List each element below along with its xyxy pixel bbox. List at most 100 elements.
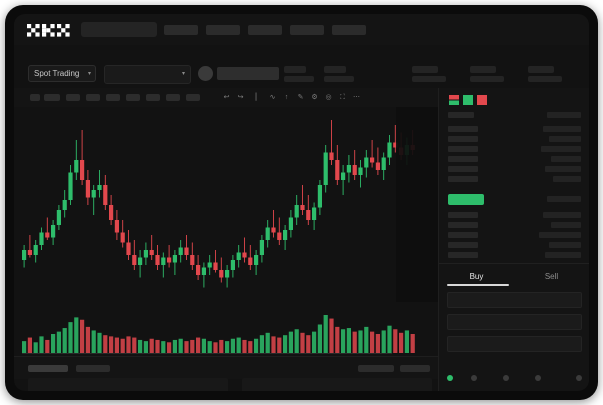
orderbook-bid-amount-4: [549, 242, 581, 248]
chart-tab-trading-view[interactable]: [28, 365, 68, 372]
coin-avatar: [198, 66, 213, 81]
stat-24h-high-sub: [412, 76, 446, 82]
orderbook-bid-amount-5: [545, 252, 581, 258]
order-side-tabs: Buy Sell: [439, 266, 589, 286]
timeframe-chip-7[interactable]: [146, 94, 160, 101]
open-orders-panel[interactable]: [28, 378, 228, 391]
orderbook-spread-amount: [547, 196, 581, 202]
trading-mode-label: Spot Trading: [34, 69, 80, 78]
orderbook-divider: [439, 263, 589, 264]
tablet-device-frame: Spot Trading ▾ ▾: [5, 5, 598, 400]
order-amount-slider[interactable]: [447, 374, 582, 383]
settings-icon[interactable]: ⚙: [311, 94, 318, 101]
orderbook-ask-amount-2: [549, 136, 581, 142]
timeframe-chip-8[interactable]: [166, 94, 180, 101]
trading-mode-select[interactable]: Spot Trading ▾: [28, 65, 96, 82]
nav-item-4[interactable]: [290, 25, 324, 35]
orderbook-ask-amount-4: [551, 156, 581, 162]
slider-step-50[interactable]: [503, 375, 509, 381]
stat-24h-low-sub: [470, 76, 504, 82]
chart-footer-chip-2[interactable]: [400, 365, 430, 372]
orderbook-bid-price-1[interactable]: [448, 212, 478, 218]
line-type-icon[interactable]: ∿: [269, 94, 276, 101]
orderbook-ask-price-4[interactable]: [448, 156, 478, 162]
candle-type-icon[interactable]: ▏: [255, 94, 262, 101]
slider-step-25[interactable]: [471, 375, 477, 381]
orderbook-bid-amount-2: [551, 222, 581, 228]
orderbook-col-price: [448, 112, 474, 118]
tab-buy[interactable]: Buy: [439, 266, 514, 286]
tab-active-underline: [447, 284, 509, 286]
nav-item-1[interactable]: [164, 25, 198, 35]
order-price-field[interactable]: [447, 292, 582, 308]
timeframe-chip-6[interactable]: [126, 94, 140, 101]
stat-24h-volume: [528, 66, 554, 73]
chart-footer-chip-1[interactable]: [358, 365, 394, 372]
timeframe-chip-1[interactable]: [30, 94, 40, 101]
global-search-input[interactable]: [81, 22, 157, 37]
orderbook-view-all-icon[interactable]: [449, 95, 459, 105]
timeframe-chip-4[interactable]: [86, 94, 100, 101]
orderbook-view-asks-icon[interactable]: [477, 95, 487, 105]
orderbook-ask-amount-6: [553, 176, 581, 182]
orderbook-ask-price-6[interactable]: [448, 176, 478, 182]
fullscreen-icon[interactable]: ⛶: [340, 94, 345, 101]
ticker-price: [217, 67, 279, 80]
tab-sell[interactable]: Sell: [514, 266, 589, 286]
orderbook-bid-price-4[interactable]: [448, 242, 478, 248]
more-icon[interactable]: ⋯: [353, 94, 360, 101]
orderbook-ask-price-2[interactable]: [448, 136, 478, 142]
orderbook-ask-amount-3: [541, 146, 581, 152]
orderbook-bid-price-2[interactable]: [448, 222, 478, 228]
orderbook-view-bids-icon[interactable]: [463, 95, 473, 105]
candlestick-chart[interactable]: [14, 107, 438, 356]
top-navigation-bar: [14, 14, 589, 45]
timeframe-chip-9[interactable]: [186, 94, 200, 101]
tablet-screen: Spot Trading ▾ ▾: [14, 14, 589, 391]
slider-step-75[interactable]: [535, 375, 541, 381]
orderbook-ask-price-5[interactable]: [448, 166, 478, 172]
stat-last-price: [284, 66, 306, 73]
redo-icon[interactable]: ↪: [237, 94, 244, 101]
timeframe-chip-5[interactable]: [106, 94, 120, 101]
undo-icon[interactable]: ↩: [223, 94, 230, 101]
orderbook-bid-amount-3: [539, 232, 581, 238]
orderbook-ask-price-1[interactable]: [448, 126, 478, 132]
stat-change-sub: [324, 76, 354, 82]
camera-icon[interactable]: ◎: [325, 94, 332, 101]
slider-step-0[interactable]: [447, 375, 453, 381]
chart-svg: [22, 120, 415, 354]
stat-24h-high: [412, 66, 438, 73]
orderbook-and-trade-panel: Buy Sell: [438, 88, 589, 391]
trade-history-panel[interactable]: [242, 378, 432, 391]
draw-icon[interactable]: ✎: [297, 94, 304, 101]
stat-last-price-sub: [284, 76, 314, 82]
orderbook-bid-price-3[interactable]: [448, 232, 478, 238]
nav-item-3[interactable]: [248, 25, 282, 35]
stat-change: [324, 66, 346, 73]
nav-item-5[interactable]: [332, 25, 366, 35]
trading-pair-select[interactable]: ▾: [104, 65, 191, 84]
chevron-down-icon-pair: ▾: [181, 71, 185, 77]
chart-tab-depth[interactable]: [76, 365, 110, 372]
stat-24h-low: [470, 66, 496, 73]
order-amount-field[interactable]: [447, 314, 582, 330]
timeframe-chip-3[interactable]: [66, 94, 80, 101]
orderbook-bid-amount-1: [543, 212, 581, 218]
tab-sell-label: Sell: [544, 271, 559, 281]
timeframe-chip-2[interactable]: [44, 94, 60, 101]
stat-24h-volume-sub: [528, 76, 562, 82]
chart-right-shade: [396, 107, 438, 302]
chevron-down-icon: ▾: [87, 71, 91, 77]
slider-step-100[interactable]: [576, 375, 582, 381]
orderbook-bid-price-5[interactable]: [448, 252, 478, 258]
orderbook-ask-price-3[interactable]: [448, 146, 478, 152]
indicator-icon[interactable]: ↑: [284, 94, 289, 101]
orderbook-ask-amount-1: [543, 126, 581, 132]
nav-item-2[interactable]: [206, 25, 240, 35]
order-total-field[interactable]: [447, 336, 582, 352]
okx-logo-mark: [27, 23, 70, 37]
chart-footer-bar: [14, 356, 438, 379]
okx-logo[interactable]: [27, 23, 71, 37]
